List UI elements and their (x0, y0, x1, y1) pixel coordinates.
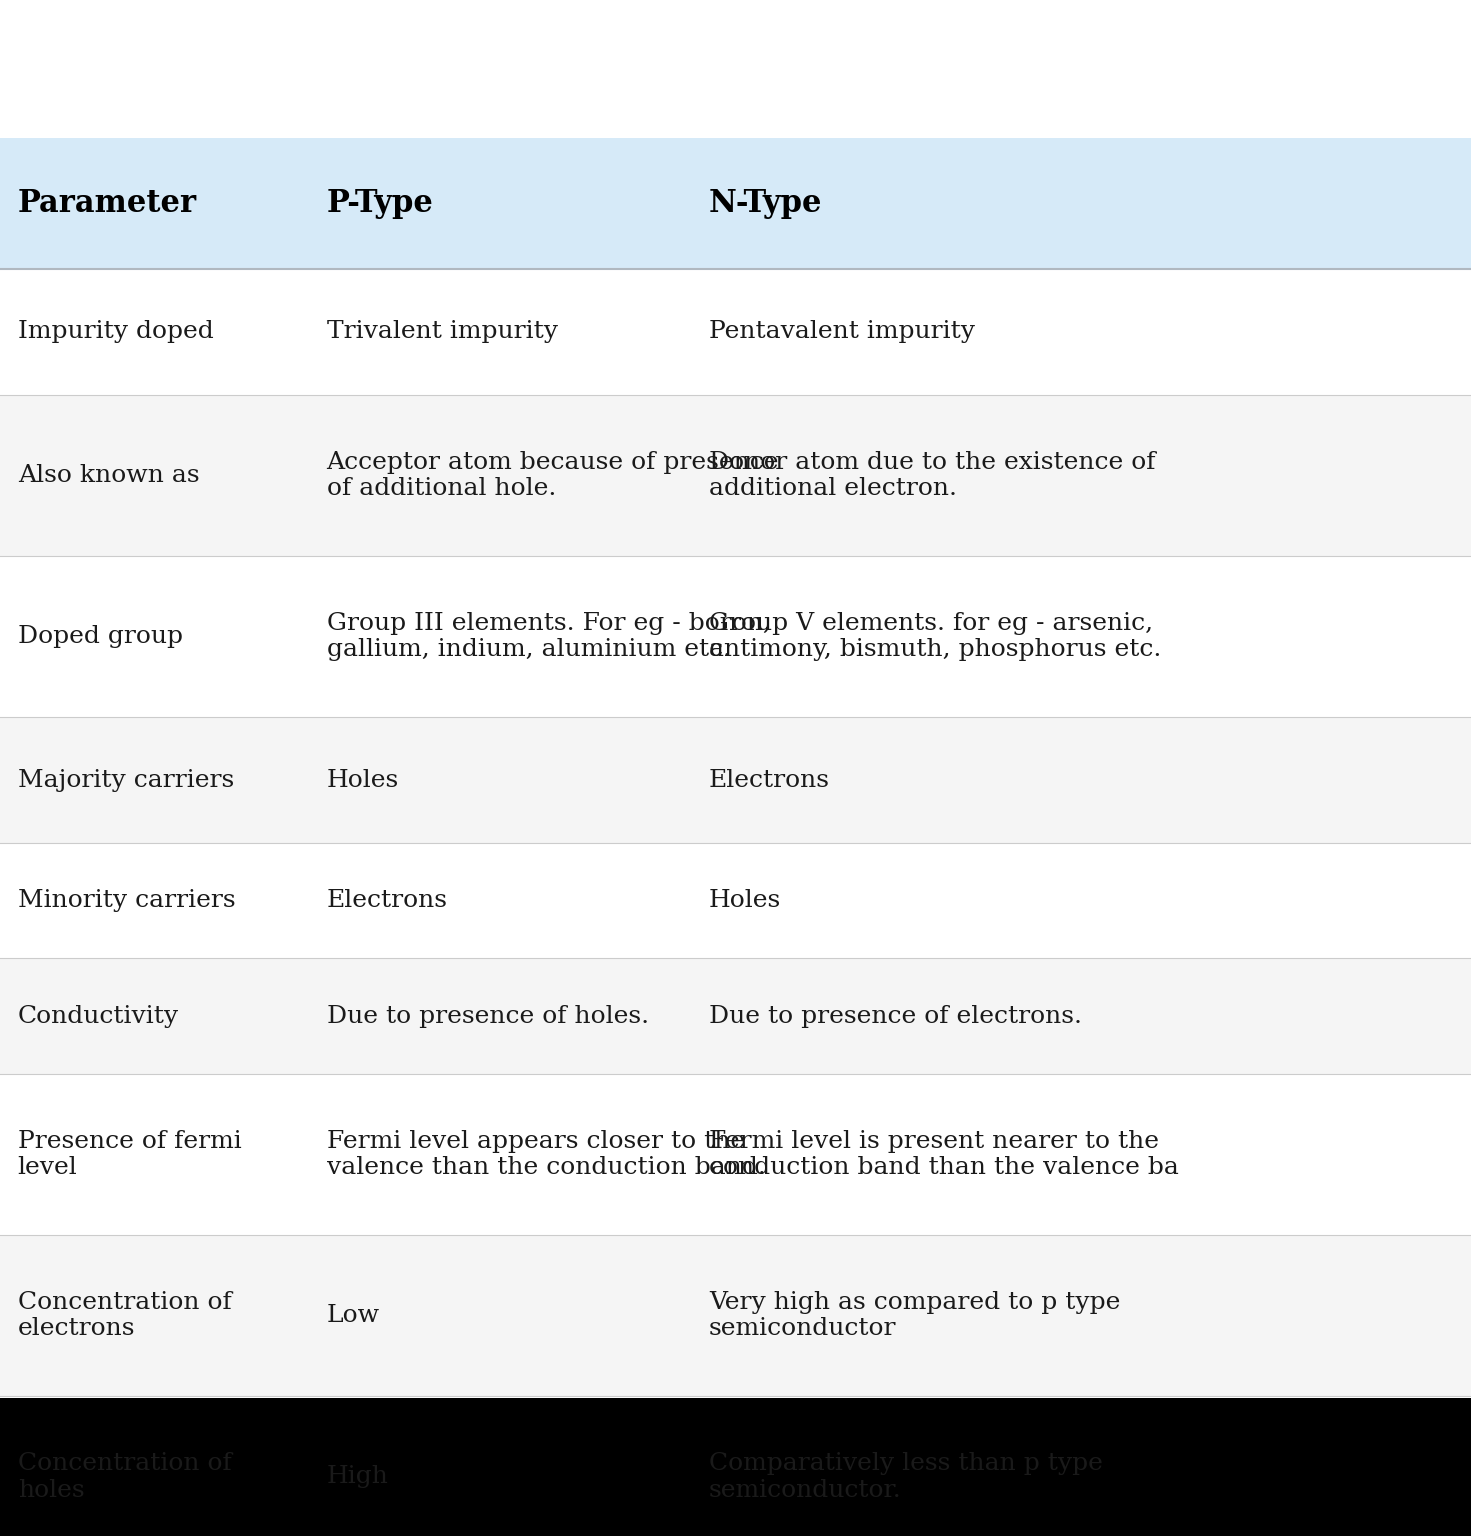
Text: Concentration of
electrons: Concentration of electrons (18, 1290, 231, 1341)
Bar (0, 1235, 1471, 1396)
Text: Majority carriers: Majority carriers (18, 770, 234, 791)
Text: Parameter: Parameter (18, 187, 197, 220)
Text: Donor atom due to the existence of
additional electron.: Donor atom due to the existence of addit… (709, 450, 1156, 501)
Text: Holes: Holes (709, 889, 781, 912)
Text: Concentration of
holes: Concentration of holes (18, 1452, 231, 1502)
Text: Group V elements. for eg - arsenic,
antimony, bismuth, phosphorus etc.: Group V elements. for eg - arsenic, anti… (709, 611, 1162, 662)
Bar (0, 138, 1471, 269)
Text: P-Type: P-Type (327, 187, 434, 220)
Bar (0, 1396, 1471, 1536)
Text: Fermi level is present nearer to the
conduction band than the valence ba: Fermi level is present nearer to the con… (709, 1129, 1178, 1180)
Bar (0, 958, 1471, 1074)
Text: Group III elements. For eg - boron,
gallium, indium, aluminium etc.: Group III elements. For eg - boron, gall… (327, 611, 771, 662)
Text: Electrons: Electrons (327, 889, 447, 912)
Text: Pentavalent impurity: Pentavalent impurity (709, 321, 975, 343)
Bar (0, 556, 1471, 717)
Bar (0, 269, 1471, 395)
Bar (0, 395, 1471, 556)
Text: Fermi level appears closer to the
valence than the conduction band.: Fermi level appears closer to the valenc… (327, 1129, 765, 1180)
Text: Holes: Holes (327, 770, 399, 791)
Text: Doped group: Doped group (18, 625, 182, 648)
Text: Impurity doped: Impurity doped (18, 321, 213, 343)
Text: Comparatively less than p type
semiconductor.: Comparatively less than p type semicondu… (709, 1452, 1103, 1502)
Text: Due to presence of electrons.: Due to presence of electrons. (709, 1005, 1083, 1028)
Text: Presence of fermi
level: Presence of fermi level (18, 1129, 241, 1180)
Text: High: High (327, 1465, 388, 1488)
Bar (0, 1074, 1471, 1235)
Text: N-Type: N-Type (709, 187, 822, 220)
Text: Also known as: Also known as (18, 464, 199, 487)
Text: Due to presence of holes.: Due to presence of holes. (327, 1005, 649, 1028)
Text: Trivalent impurity: Trivalent impurity (327, 321, 558, 343)
Bar (0, 843, 1471, 958)
Bar (0, 1398, 1471, 1536)
Text: Conductivity: Conductivity (18, 1005, 179, 1028)
Text: Minority carriers: Minority carriers (18, 889, 235, 912)
Text: Very high as compared to p type
semiconductor: Very high as compared to p type semicond… (709, 1290, 1121, 1341)
Text: Low: Low (327, 1304, 380, 1327)
Text: Electrons: Electrons (709, 770, 830, 791)
Bar (0, 717, 1471, 843)
Text: Acceptor atom because of presence
of additional hole.: Acceptor atom because of presence of add… (327, 450, 780, 501)
